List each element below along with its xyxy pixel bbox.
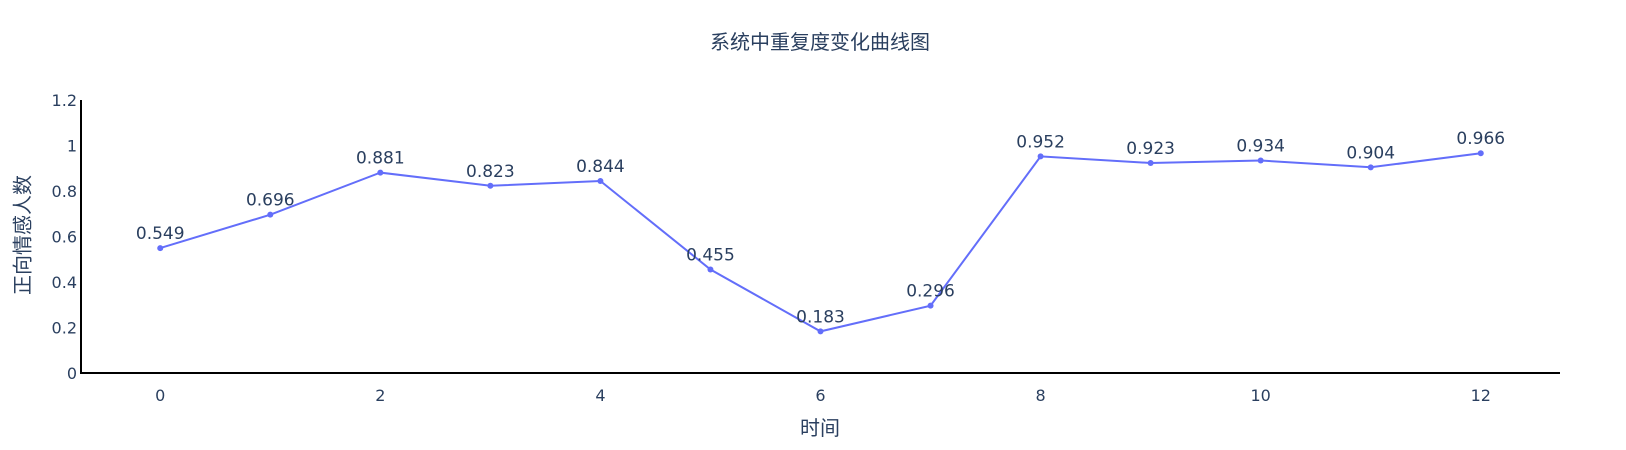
data-point <box>1477 150 1484 157</box>
data-label: 0.844 <box>576 157 625 177</box>
y-tick-labels: 0 0.2 0.4 0.6 0.8 1 1.2 <box>52 91 77 383</box>
data-label: 0.183 <box>796 307 845 327</box>
y-tick-label: 1.2 <box>52 91 77 110</box>
data-label: 0.966 <box>1456 129 1505 149</box>
x-tick-label: 2 <box>375 386 385 405</box>
data-label: 0.934 <box>1236 137 1285 157</box>
data-label: 0.823 <box>466 162 515 182</box>
x-tick-label: 10 <box>1250 386 1270 405</box>
x-tick-label: 4 <box>595 386 605 405</box>
data-label: 0.923 <box>1126 139 1175 159</box>
data-point <box>267 211 274 218</box>
series-line <box>159 152 1481 333</box>
y-tick-label: 0.4 <box>52 273 77 292</box>
data-label: 0.952 <box>1016 132 1065 152</box>
data-label: 0.455 <box>686 245 735 265</box>
data-markers <box>157 150 1484 335</box>
data-labels: 0.549 0.696 0.881 0.823 0.844 0.455 0.183 0.296… <box>136 129 1505 327</box>
data-label: 0.296 <box>906 282 955 302</box>
data-point <box>597 177 604 184</box>
chart-title: 系统中重复度变化曲线图 <box>710 30 930 54</box>
data-point <box>817 328 824 335</box>
x-axis-title: 时间 <box>800 416 840 440</box>
y-tick-label: 1 <box>67 137 77 156</box>
x-tick-label: 8 <box>1035 386 1045 405</box>
data-point <box>487 182 494 189</box>
y-axis-title: 正向情感人数 <box>11 175 35 295</box>
data-point <box>377 169 384 176</box>
y-tick-label: 0.8 <box>52 182 77 201</box>
y-tick-label: 0.2 <box>52 319 77 338</box>
data-label: 0.904 <box>1346 143 1395 163</box>
data-point <box>927 302 934 309</box>
x-tick-label: 12 <box>1471 386 1491 405</box>
data-label: 0.881 <box>356 149 405 169</box>
data-label: 0.549 <box>136 224 185 244</box>
y-tick-label: 0 <box>67 364 77 383</box>
data-point <box>1037 153 1044 160</box>
x-tick-labels: 0 2 4 6 8 10 12 <box>155 386 1491 405</box>
y-tick-label: 0.6 <box>52 228 77 247</box>
x-tick-label: 0 <box>155 386 165 405</box>
data-point <box>1257 157 1264 164</box>
data-label: 0.696 <box>246 191 295 211</box>
data-point <box>157 245 164 252</box>
x-tick-label: 6 <box>815 386 825 405</box>
data-point <box>1147 160 1154 167</box>
data-point <box>1367 164 1374 171</box>
data-point <box>707 266 714 273</box>
